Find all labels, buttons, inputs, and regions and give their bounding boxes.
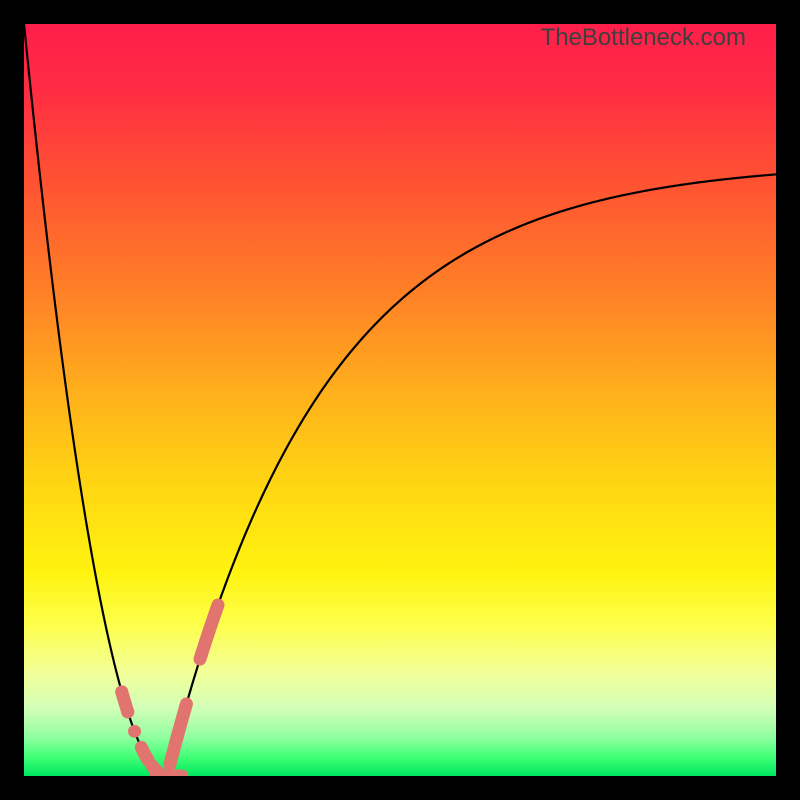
chart-svg [24,24,776,776]
plot-area [24,24,776,776]
chart-frame: TheBottleneck.com [0,0,800,800]
source-watermark: TheBottleneck.com [541,24,746,52]
